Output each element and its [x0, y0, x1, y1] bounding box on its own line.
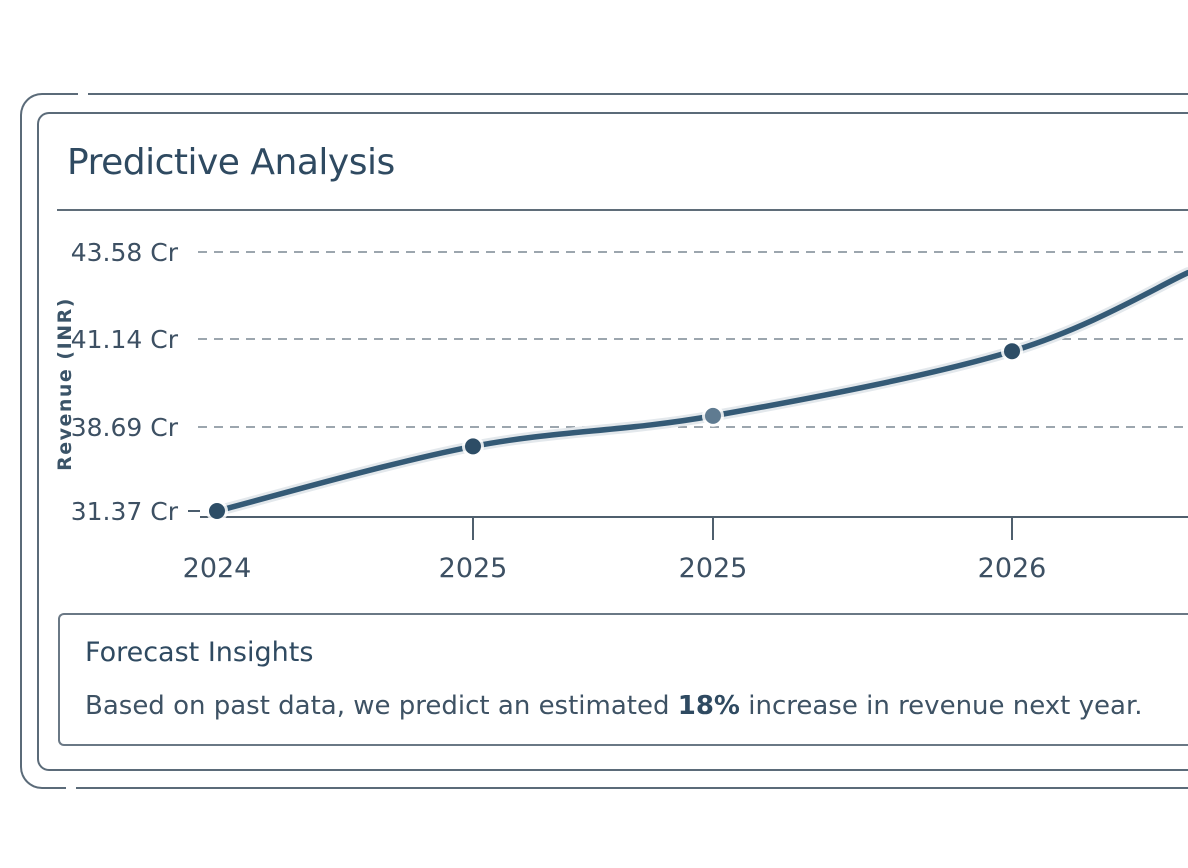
- y-tick-label: 41.14 Cr: [71, 325, 179, 354]
- outer-frame: [20, 91, 1188, 791]
- data-point: [705, 407, 721, 424]
- chart-points: [206, 340, 1023, 522]
- chart-gridlines: [198, 251, 1188, 428]
- insights-text-after: increase in revenue next year.: [739, 691, 1143, 721]
- insights-text-before: Based on past data, we predict an estima…: [85, 691, 678, 721]
- chart-series: [211, 267, 1188, 517]
- frame-gap-top: [78, 91, 88, 97]
- y-tick-label: 43.58 Cr: [71, 238, 179, 267]
- revenue-line-chart: Revenue (INR) 43.58 Cr 41.14 Cr 38.69 Cr 31…: [54, 238, 1188, 584]
- y-tick-label: 38.69 Cr: [71, 413, 179, 442]
- y-tick-labels: 43.58 Cr 41.14 Cr 38.69 Cr 31.37 Cr: [71, 238, 179, 526]
- forecast-insights-panel: Forecast Insights Based on past data, we…: [58, 613, 1188, 746]
- data-point: [465, 438, 481, 455]
- x-tick-label: 2026: [978, 553, 1047, 584]
- x-tick-labels: 2024 2025 2025 2026: [183, 553, 1047, 584]
- x-tick-label: 2025: [679, 553, 748, 584]
- series-line-halo: [211, 267, 1188, 517]
- insights-text: Based on past data, we predict an estima…: [85, 691, 1143, 721]
- chart-axes: [188, 510, 1188, 540]
- data-point: [1004, 343, 1020, 360]
- x-tick-label: 2024: [183, 553, 252, 584]
- insights-highlight: 18%: [677, 691, 740, 721]
- frame-gap-bottom: [66, 785, 76, 791]
- data-point: [209, 503, 225, 519]
- insights-title: Forecast Insights: [85, 637, 314, 668]
- x-tick-label: 2025: [439, 553, 508, 584]
- y-tick-label: 31.37 Cr: [71, 497, 179, 526]
- y-axis-label: Revenue (INR): [54, 297, 76, 471]
- title-divider: [57, 209, 1188, 211]
- card-title: Predictive Analysis: [67, 142, 395, 183]
